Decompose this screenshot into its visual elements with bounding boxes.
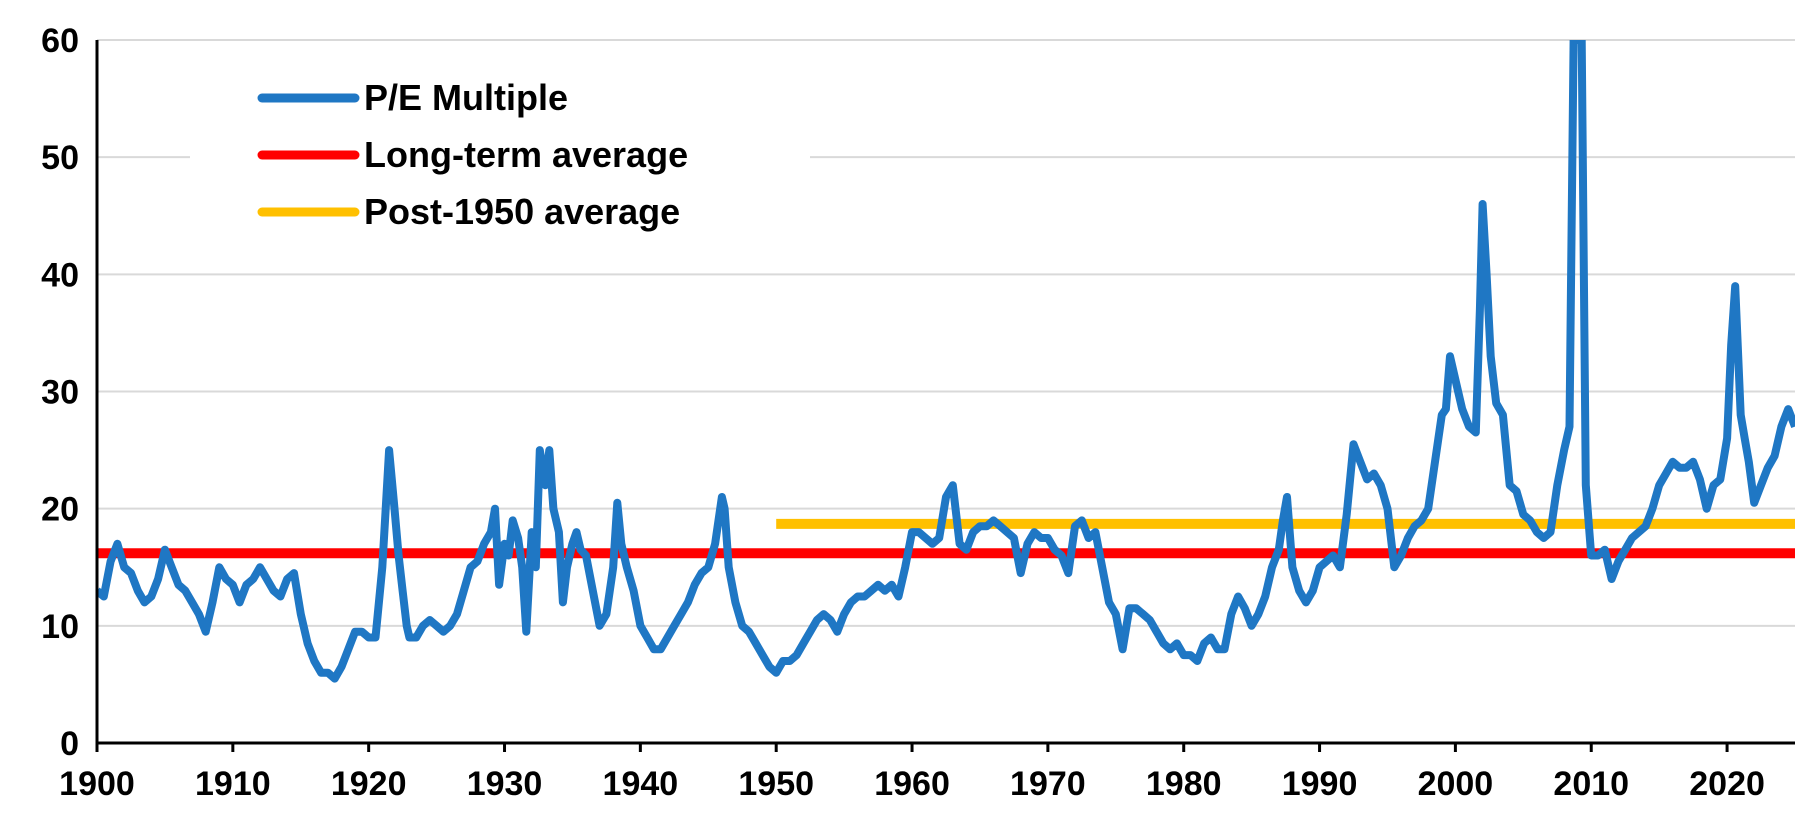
x-tick-label-1950: 1950 [738, 765, 814, 803]
axes: 0 10 20 30 40 50 60 1900 1910 1920 1930 1940 1950 196… [41, 22, 1795, 803]
y-tick-label-60: 60 [41, 22, 79, 60]
legend-entry-long-term: Long-term average [257, 134, 688, 175]
y-tick-label-40: 40 [41, 256, 79, 294]
legend: P/E Multiple Long-term average Post-1950… [190, 60, 810, 245]
x-tick-label-1900: 1900 [59, 765, 135, 803]
x-tick-label-1990: 1990 [1282, 765, 1358, 803]
x-tick-label-1970: 1970 [1010, 765, 1086, 803]
x-tick-label-1920: 1920 [331, 765, 407, 803]
y-tick-label-30: 30 [41, 374, 79, 412]
x-tick-label-1980: 1980 [1146, 765, 1222, 803]
x-tick-label-2000: 2000 [1418, 765, 1494, 803]
x-tick-label-1940: 1940 [603, 765, 679, 803]
series-line-pe-multiple [97, 40, 1795, 683]
legend-label-pe: P/E Multiple [364, 77, 568, 118]
y-tick-label-50: 50 [41, 139, 79, 177]
legend-entry-post-1950: Post-1950 average [257, 191, 680, 232]
series-lines [97, 40, 1795, 683]
legend-label-post-1950: Post-1950 average [364, 191, 680, 232]
legend-label-long-term: Long-term average [364, 134, 688, 175]
x-tick-label-2010: 2010 [1553, 765, 1629, 803]
legend-entry-pe: P/E Multiple [257, 77, 568, 118]
y-tick-label-10: 10 [41, 608, 79, 646]
x-tick-label-1910: 1910 [195, 765, 271, 803]
y-tick-label-20: 20 [41, 491, 79, 529]
x-tick-label-1930: 1930 [467, 765, 543, 803]
x-tick-label-1960: 1960 [874, 765, 950, 803]
y-tick-label-0: 0 [60, 725, 79, 763]
x-tick-label-2020: 2020 [1689, 765, 1765, 803]
